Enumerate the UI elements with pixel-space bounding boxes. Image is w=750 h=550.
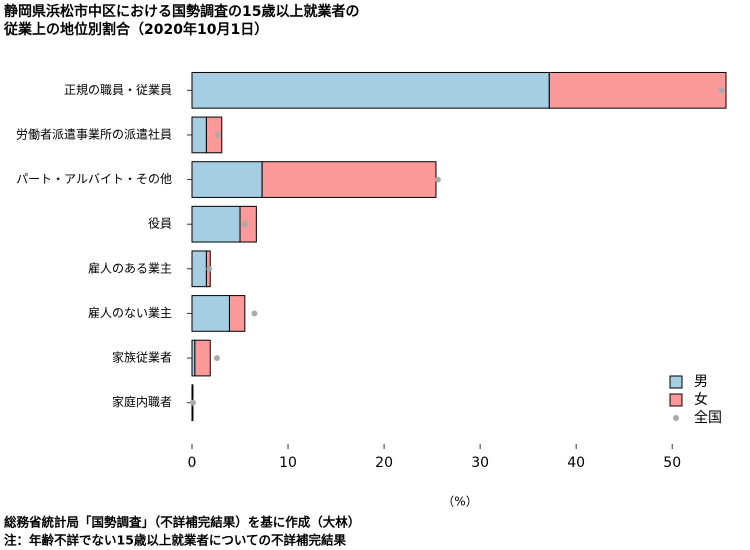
point [718,87,725,94]
x-tick-label: 40 [567,455,585,471]
legend-label: 女 [694,391,708,408]
footnote: 総務省統計局「国勢調査」（不詳補完結果）を基に作成（大林） [4,515,360,530]
bar [191,161,263,198]
point [214,131,221,138]
bar [191,295,230,332]
point [251,310,258,317]
y-tick-label: 役員 [148,216,172,231]
legend-swatch [669,393,683,407]
bar [205,116,223,154]
point [213,355,220,362]
chart-title: 従業上の地位別割合（2020年10月1日） [3,21,268,38]
footnote: 注：年齢不詳でない15歳以上就業者についての不詳補完結果 [4,533,347,548]
bar [191,250,207,288]
bar [239,205,257,243]
x-tick-label: 30 [471,455,489,471]
legend-swatch [669,375,683,389]
bar [191,205,241,243]
point [434,176,441,183]
bar [191,116,207,154]
y-tick-label: 正規の職員・従業員 [64,82,172,97]
x-tick-label: 50 [663,455,681,471]
point [189,399,196,406]
legend-swatch [673,415,679,421]
x-axis-label: （%） [442,495,477,509]
x-tick-label: 0 [188,455,197,471]
y-tick-label: 労働者派遣事業所の派遣社員 [16,126,172,141]
point [241,221,248,228]
bar [194,339,211,377]
x-tick-label: 10 [279,455,297,471]
y-tick-label: 家族従業者 [112,350,172,365]
bar [191,71,550,109]
y-tick-label: パート・アルバイト・その他 [16,172,172,186]
point [206,265,213,272]
legend-label: 全国 [694,409,722,426]
legend-label: 男 [694,374,708,390]
y-tick-label: 雇人のある業主 [88,260,172,275]
x-tick-label: 20 [375,455,393,471]
chart-title: 静岡県浜松市中区における国勢調査の15歳以上就業者の [4,3,359,20]
bar [548,71,727,109]
y-tick-label: 家庭内職者 [112,394,172,409]
bar [261,161,437,198]
bar [228,295,246,332]
y-tick-label: 雇人のない業主 [88,305,172,320]
